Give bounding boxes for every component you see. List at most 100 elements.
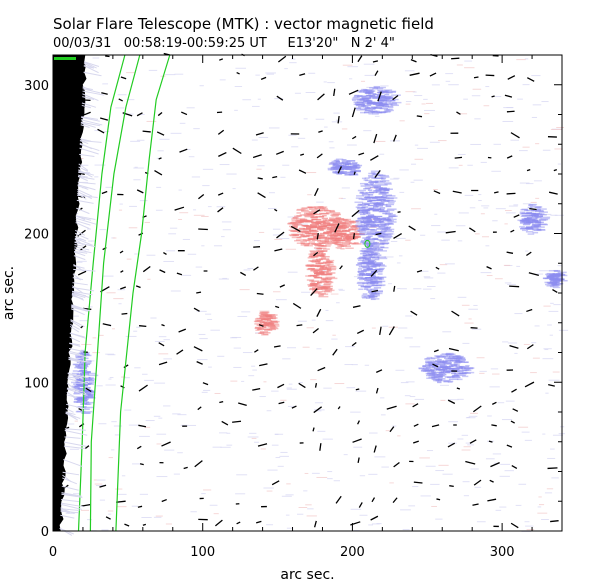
noise-speck [251, 365, 256, 367]
negative-polarity-region [80, 355, 85, 358]
noise-speck [519, 150, 528, 152]
positive-polarity-region [318, 293, 324, 296]
noise-speck [400, 509, 411, 511]
limb-fringe [66, 382, 77, 391]
noise-speck [307, 508, 314, 510]
noise-speck [79, 164, 89, 166]
limb-fringe [79, 147, 99, 155]
positive-polarity-region [329, 229, 336, 232]
negative-polarity-region [429, 370, 435, 372]
field-vector [353, 171, 356, 175]
negative-polarity-region [379, 207, 386, 209]
positive-polarity-region [341, 239, 351, 242]
negative-polarity-region [377, 89, 384, 92]
field-vector [494, 191, 499, 194]
positive-polarity-region [321, 267, 328, 269]
negative-polarity-region [367, 260, 374, 263]
noise-speck [329, 162, 335, 164]
negative-polarity-region [364, 108, 372, 110]
noise-speck [430, 298, 436, 300]
chart-title: Solar Flare Telescope (MTK) : vector mag… [53, 15, 434, 33]
noise-speck [478, 194, 482, 196]
noise-speck [263, 381, 267, 383]
limb-fringe [80, 124, 90, 128]
positive-polarity-region [349, 221, 356, 224]
negative-polarity-region [373, 218, 383, 221]
noise-speck [541, 518, 549, 520]
negative-polarity-region [387, 91, 396, 94]
noise-speck [363, 63, 375, 65]
negative-polarity-region [370, 172, 376, 174]
positive-polarity-region [329, 210, 335, 212]
limb-fringe [78, 174, 88, 178]
noise-speck [504, 470, 514, 472]
negative-polarity-region [526, 217, 533, 219]
noise-speck [474, 486, 482, 488]
noise-speck [515, 504, 522, 506]
noise-speck [461, 304, 470, 306]
positive-polarity-region [330, 212, 341, 214]
noise-speck [139, 493, 148, 495]
noise-speck [321, 270, 326, 272]
noise-speck [448, 84, 459, 86]
noise-speck [76, 239, 84, 241]
field-vector [313, 520, 317, 528]
noise-speck [247, 267, 254, 269]
field-vector [370, 155, 379, 161]
negative-polarity-region [77, 399, 87, 402]
positive-polarity-region [322, 214, 327, 217]
noise-speck [504, 282, 512, 284]
negative-polarity-region [355, 102, 365, 104]
noise-speck [522, 203, 531, 205]
negative-polarity-region [367, 221, 374, 223]
noise-speck [390, 240, 398, 242]
noise-speck [128, 227, 138, 229]
positive-polarity-region [309, 280, 314, 282]
negative-polarity-region [82, 371, 91, 373]
positive-polarity-region [299, 227, 305, 230]
negative-polarity-region [80, 363, 91, 366]
noise-speck [92, 57, 100, 59]
negative-polarity-region [433, 360, 441, 363]
noise-speck [353, 446, 363, 448]
limb-fringe [62, 471, 80, 476]
negative-polarity-region [525, 222, 532, 224]
negative-polarity-region [519, 226, 525, 228]
field-vector [232, 147, 242, 155]
negative-polarity-region [375, 264, 385, 266]
contour-line [115, 54, 171, 532]
noise-speck [241, 311, 251, 313]
positive-polarity-region [326, 259, 335, 262]
negative-polarity-region [537, 210, 544, 212]
field-vector [456, 387, 461, 390]
positive-polarity-region [311, 229, 317, 232]
negative-polarity-region [443, 380, 449, 383]
field-vector [452, 190, 462, 194]
negative-polarity-region [540, 216, 551, 219]
negative-polarity-region [387, 208, 397, 210]
negative-polarity-region [365, 107, 371, 109]
negative-polarity-region [366, 281, 374, 283]
noise-speck [440, 399, 446, 401]
noise-speck [242, 352, 253, 354]
noise-speck [267, 469, 278, 471]
noise-speck [492, 453, 502, 455]
negative-polarity-region [334, 159, 340, 162]
negative-polarity-region [383, 109, 390, 111]
positive-polarity-region [308, 206, 314, 209]
noise-speck [141, 516, 152, 518]
noise-speck [535, 143, 540, 145]
noise-speck [380, 414, 386, 416]
negative-polarity-region [387, 218, 397, 221]
noise-speck [235, 67, 246, 69]
positive-polarity-region [333, 213, 341, 215]
negative-polarity-region [377, 94, 386, 97]
noise-speck [435, 518, 443, 520]
noise-speck [463, 495, 469, 497]
x-tick-label: 300 [490, 545, 515, 560]
negative-polarity-region [376, 174, 384, 176]
field-vector [510, 229, 515, 233]
negative-polarity-region [378, 86, 386, 89]
noise-speck [505, 400, 515, 402]
